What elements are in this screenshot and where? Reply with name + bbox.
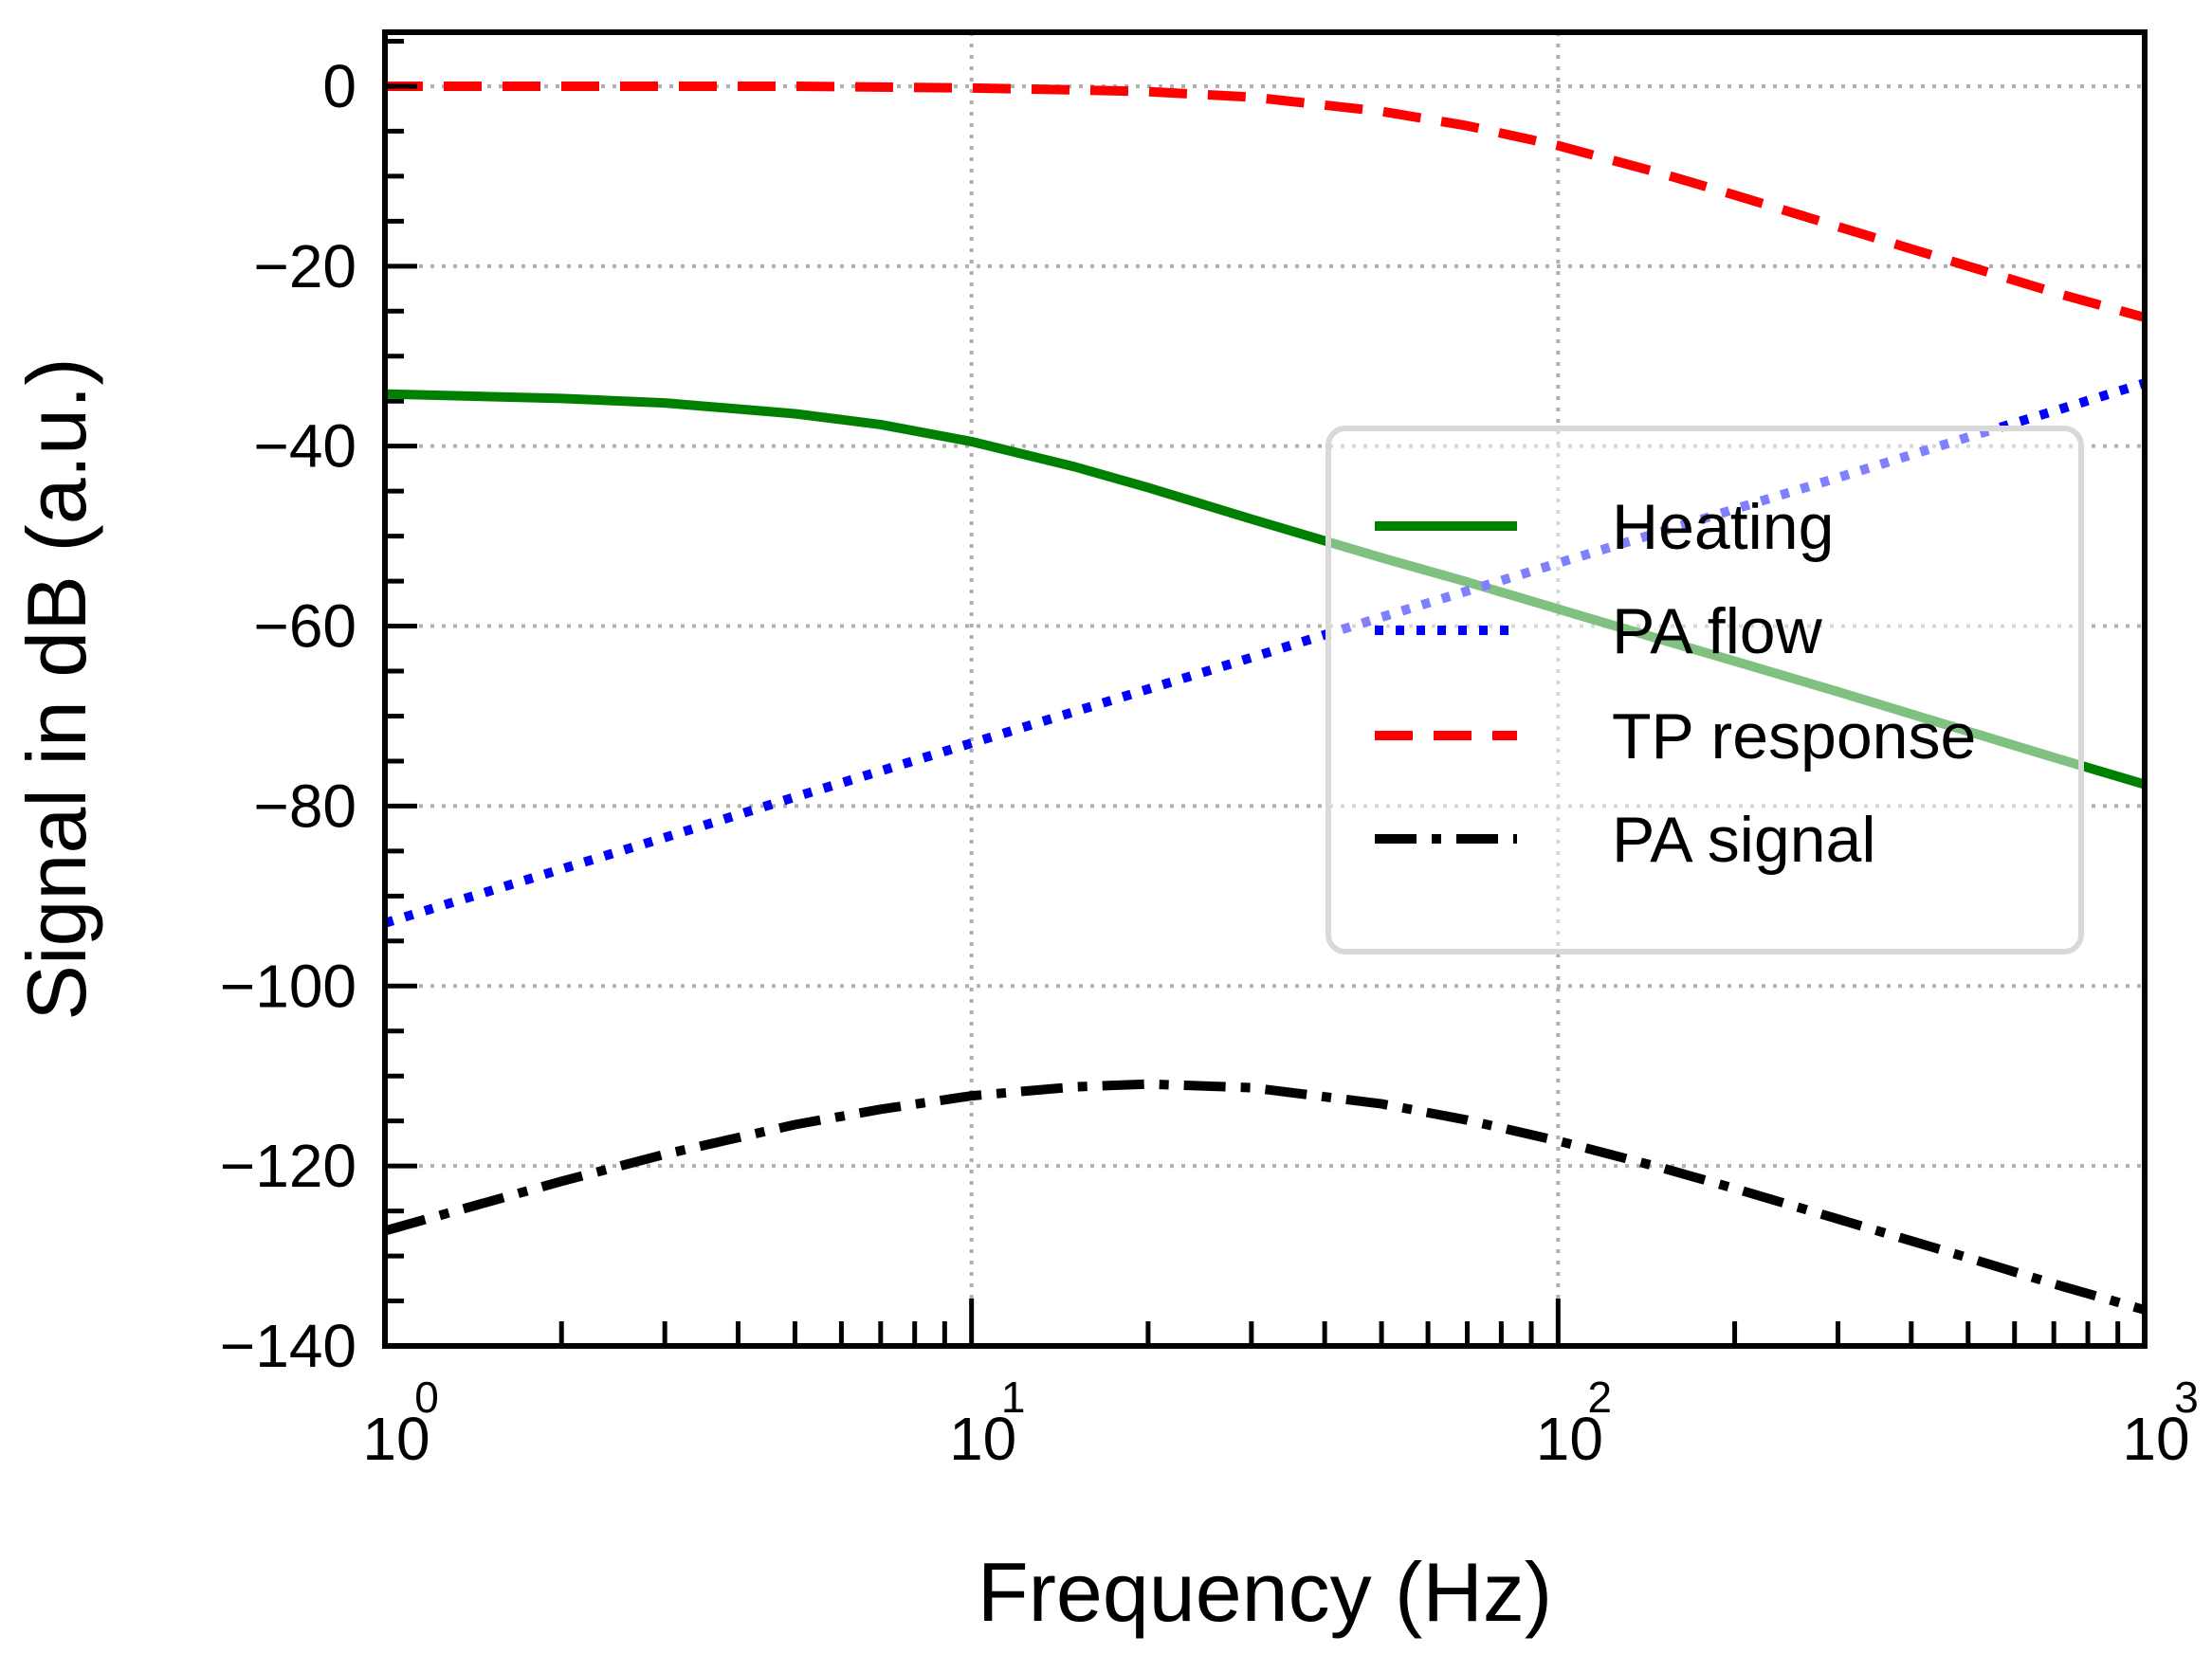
y-tick-label: −60 xyxy=(253,592,356,661)
y-axis-label: Signal in dB (a.u.) xyxy=(9,357,103,1021)
x-tick-base: 10 xyxy=(2122,1405,2189,1473)
x-tick-base: 10 xyxy=(1536,1405,1603,1473)
y-tick-label: −100 xyxy=(220,952,356,1020)
x-tick-exponent: 3 xyxy=(2174,1372,2199,1422)
legend-label-heating: Heating xyxy=(1612,491,1834,563)
legend: Heating PA flow TP response PA signal xyxy=(1325,426,2084,954)
x-tick-label: 102 xyxy=(1536,1372,1612,1473)
series-line-tp-response xyxy=(385,82,2147,322)
legend-label-pa-flow: PA flow xyxy=(1612,595,1823,667)
y-tick-label: −140 xyxy=(220,1312,356,1380)
y-tick-label: −20 xyxy=(253,232,356,300)
x-tick-label: 103 xyxy=(2122,1372,2198,1473)
x-tick-exponent: 2 xyxy=(1588,1372,1613,1422)
legend-label-tp-response: TP response xyxy=(1612,700,1976,772)
y-tick-label: 0 xyxy=(322,52,356,120)
y-tick-label: −40 xyxy=(253,412,356,481)
series-line-pa-signal xyxy=(383,1079,2147,1315)
minor-ticks xyxy=(385,38,2121,1346)
legend-label-pa-signal: PA signal xyxy=(1612,804,1875,876)
x-tick-base: 10 xyxy=(362,1405,430,1473)
y-tick-label: −120 xyxy=(220,1132,356,1200)
x-axis-label: Frequency (Hz) xyxy=(978,1545,1552,1639)
x-tick-base: 10 xyxy=(949,1405,1016,1473)
y-tick-label: −80 xyxy=(253,772,356,840)
x-tick-label: 101 xyxy=(949,1372,1025,1473)
x-tick-exponent: 1 xyxy=(1001,1372,1026,1422)
legend-box xyxy=(1325,426,2084,954)
x-tick-label: 100 xyxy=(362,1372,438,1473)
plot-frame xyxy=(382,29,2148,1349)
x-tick-exponent: 0 xyxy=(414,1372,439,1422)
